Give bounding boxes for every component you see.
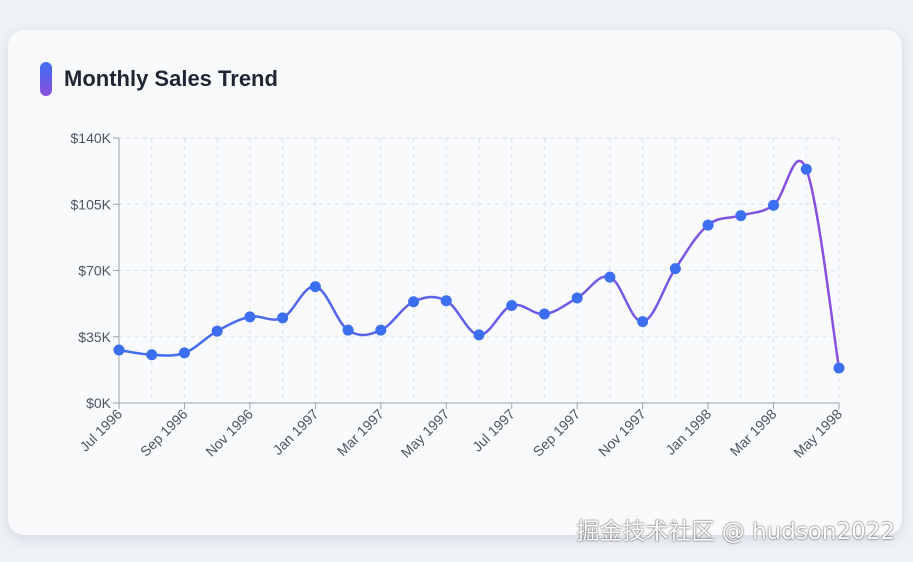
data-point (113, 344, 125, 356)
data-point (178, 347, 190, 359)
data-point (244, 311, 256, 323)
x-tick-label: May 1998 (790, 406, 845, 461)
data-point (833, 362, 845, 374)
x-tick-label: Jan 1998 (662, 406, 714, 458)
x-tick-label: Mar 1998 (727, 406, 780, 459)
y-tick-label: $105K (71, 196, 112, 212)
watermark: 掘金技术社区 @ hudson2022 (576, 519, 895, 545)
data-point (342, 324, 354, 336)
x-tick-label: Jul 1997 (469, 406, 518, 455)
data-point (309, 281, 321, 293)
x-tick-label: Jan 1997 (269, 406, 321, 458)
data-point (702, 219, 714, 231)
x-tick-label: May 1997 (398, 406, 453, 461)
data-point (440, 295, 452, 307)
data-point (800, 163, 812, 175)
x-tick-label: Mar 1997 (334, 406, 387, 459)
y-tick-label: $70K (78, 263, 111, 279)
chart-card: Monthly Sales Trend $0K $35K $70K $105K $140… (8, 30, 902, 535)
title-accent-bar (40, 62, 52, 96)
x-tick-label: Nov 1997 (595, 406, 649, 460)
data-point (669, 263, 681, 275)
y-tick-label: $0K (86, 395, 112, 411)
x-tick-label: Jul 1996 (76, 406, 125, 455)
x-tick-label: Nov 1996 (202, 406, 256, 460)
data-point (538, 308, 550, 320)
data-point (637, 316, 649, 328)
data-point (604, 271, 616, 283)
data-point (768, 199, 780, 211)
data-point (408, 296, 420, 308)
chart-title: Monthly Sales Trend (64, 66, 278, 91)
data-point (211, 325, 223, 337)
data-point (506, 300, 518, 312)
data-point (375, 324, 387, 336)
data-point (146, 349, 158, 361)
data-point (473, 329, 485, 341)
data-point (571, 292, 583, 304)
y-tick-label: $140K (71, 130, 112, 146)
data-point (735, 210, 747, 222)
y-tick-label: $35K (78, 329, 111, 345)
x-tick-label: Sep 1996 (137, 406, 191, 460)
x-tick-label: Sep 1997 (530, 406, 584, 460)
title-row: Monthly Sales Trend (40, 62, 278, 96)
data-point (277, 312, 289, 324)
